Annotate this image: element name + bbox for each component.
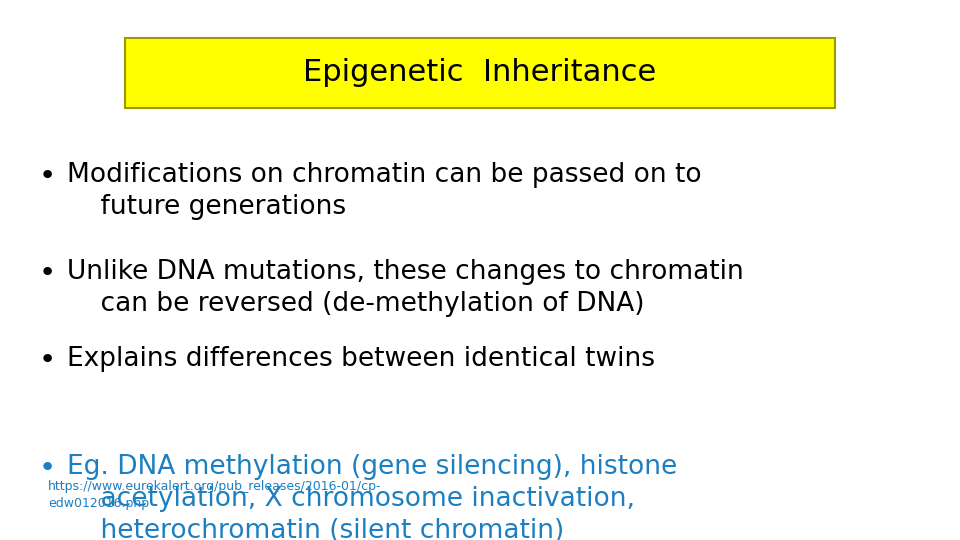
- Text: https://www.eurekalert.org/pub_releases/2016-01/cp-
edw012016.php: https://www.eurekalert.org/pub_releases/…: [48, 480, 381, 510]
- Text: Explains differences between identical twins: Explains differences between identical t…: [67, 346, 655, 372]
- Text: •: •: [38, 162, 56, 190]
- Text: Epigenetic  Inheritance: Epigenetic Inheritance: [303, 58, 657, 87]
- Text: •: •: [38, 346, 56, 374]
- Text: •: •: [38, 454, 56, 482]
- Text: Eg. DNA methylation (gene silencing), histone
    acetylation, X chromosome inac: Eg. DNA methylation (gene silencing), hi…: [67, 454, 678, 540]
- Text: Modifications on chromatin can be passed on to
    future generations: Modifications on chromatin can be passed…: [67, 162, 702, 220]
- Text: Unlike DNA mutations, these changes to chromatin
    can be reversed (de-methyla: Unlike DNA mutations, these changes to c…: [67, 259, 744, 317]
- Text: •: •: [38, 259, 56, 287]
- FancyBboxPatch shape: [125, 38, 835, 108]
